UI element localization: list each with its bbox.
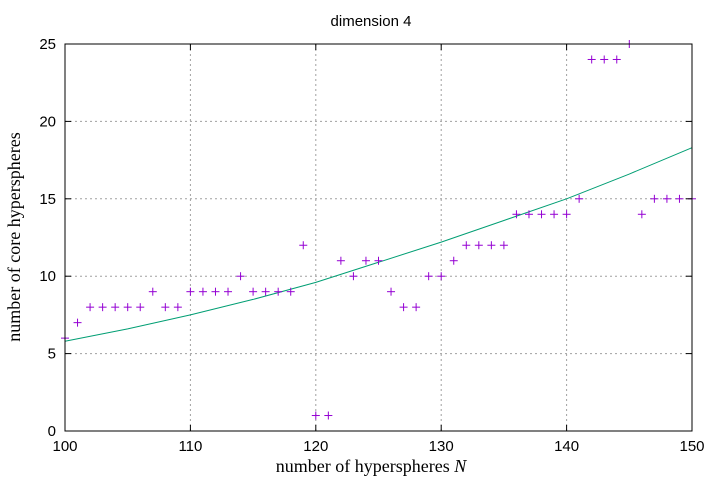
data-point: [612, 55, 621, 64]
y-tick-labels: 0 5 10 15 20 25: [39, 36, 56, 440]
data-point: [524, 210, 533, 219]
plot-frame: [64, 43, 693, 432]
data-point: [198, 287, 207, 296]
data-point: [349, 272, 358, 281]
data-point: [462, 241, 471, 250]
data-point: [387, 287, 396, 296]
data-point: [73, 318, 82, 327]
data-point: [299, 241, 308, 250]
data-point: [361, 256, 370, 265]
chart-title: dimension 4: [331, 13, 412, 30]
data-points: [61, 40, 696, 420]
data-point: [550, 210, 559, 219]
y-tick-label: 20: [39, 113, 56, 130]
x-tick-label: 100: [52, 438, 77, 455]
data-point: [186, 287, 195, 296]
data-point: [562, 210, 571, 219]
data-point: [111, 303, 120, 312]
data-point: [224, 287, 233, 296]
data-point: [236, 272, 245, 281]
y-axis-label: number of core hyperspheres: [4, 132, 24, 341]
y-tick-label: 15: [39, 191, 56, 208]
y-tick-label: 5: [48, 346, 56, 363]
x-tick-label: 130: [429, 438, 454, 455]
x-tick-label: 110: [178, 438, 202, 455]
data-point: [662, 194, 671, 203]
x-tick-label: 150: [679, 438, 704, 455]
data-point: [311, 411, 320, 420]
data-point: [261, 287, 270, 296]
y-tick-label: 25: [39, 36, 56, 53]
data-point: [399, 303, 408, 312]
data-point: [98, 303, 107, 312]
data-point: [249, 287, 258, 296]
data-point: [412, 303, 421, 312]
data-point: [474, 241, 483, 250]
data-point: [650, 194, 659, 203]
data-point: [161, 303, 170, 312]
data-point: [424, 272, 433, 281]
x-tick-label: 120: [303, 438, 328, 455]
data-point: [600, 55, 609, 64]
data-point: [675, 194, 684, 203]
data-point: [575, 194, 584, 203]
data-point: [336, 256, 345, 265]
data-point: [123, 303, 132, 312]
y-tick-label: 10: [39, 268, 56, 285]
data-point: [499, 241, 508, 250]
data-point: [324, 411, 333, 420]
data-point: [148, 287, 157, 296]
data-point: [274, 287, 283, 296]
data-point: [487, 241, 496, 250]
data-point: [374, 256, 383, 265]
x-tick-label: 140: [554, 438, 579, 455]
data-point: [512, 210, 521, 219]
x-axis-label: number of hyperspheres N: [276, 456, 467, 476]
data-point: [86, 303, 95, 312]
data-point: [211, 287, 220, 296]
data-point: [173, 303, 182, 312]
axis-ticks: [64, 43, 693, 432]
data-point: [637, 210, 646, 219]
data-point: [449, 256, 458, 265]
x-tick-labels: 100 110 120 130 140 150: [52, 438, 704, 455]
data-point: [587, 55, 596, 64]
data-point: [537, 210, 546, 219]
data-point: [437, 272, 446, 281]
y-tick-label: 0: [48, 423, 56, 440]
data-point: [286, 287, 295, 296]
data-point: [136, 303, 145, 312]
